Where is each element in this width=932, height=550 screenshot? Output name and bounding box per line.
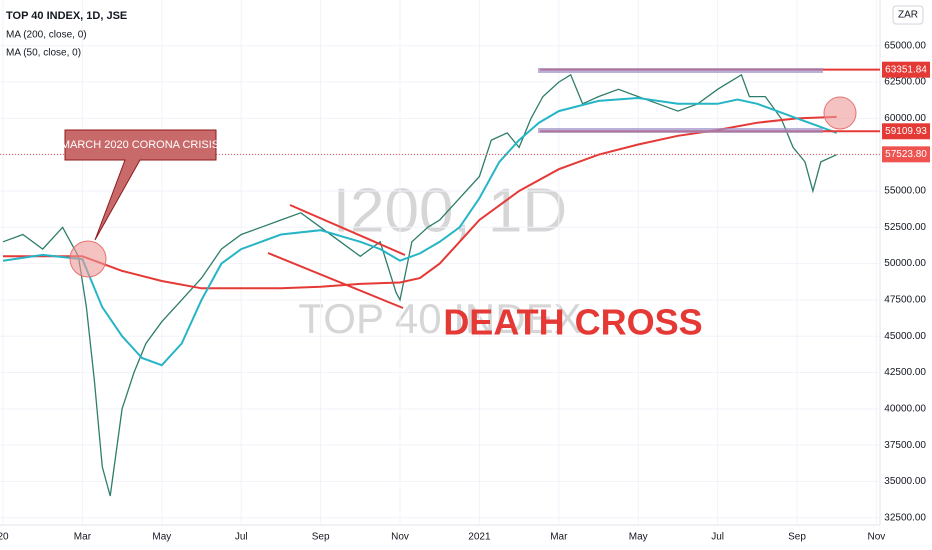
- range-box: [538, 128, 823, 133]
- y-tick-label: 52500.00: [884, 222, 926, 233]
- x-tick-label: Sep: [788, 532, 806, 543]
- y-tick-label: 37500.00: [884, 440, 926, 451]
- price-tag: [882, 61, 930, 78]
- y-tick-label: 62500.00: [884, 77, 926, 88]
- y-tick-label: 40000.00: [884, 403, 926, 414]
- y-tick-label: 55000.00: [884, 186, 926, 197]
- x-tick-label: Nov: [868, 532, 886, 543]
- currency-badge: [892, 5, 924, 25]
- y-tick-label: 35000.00: [884, 476, 926, 487]
- price-tag: [882, 123, 930, 140]
- y-tick-label: 65000.00: [884, 40, 926, 51]
- callout: [64, 129, 217, 241]
- chart-title: TOP 40 INDEX, 1D, JSE: [6, 10, 127, 22]
- callout-text: MARCH 2020 CORONA CRISIS: [61, 139, 219, 151]
- y-tick-label: 32500.00: [884, 512, 926, 523]
- legend-entry: MA (200, close, 0): [6, 30, 87, 41]
- price-tag-label: 59109.93: [885, 126, 927, 137]
- trend-line: [289, 204, 406, 256]
- x-tick-label: Mar: [550, 532, 568, 543]
- series-line: [2, 73, 837, 497]
- plot: [0, 0, 880, 525]
- trend-line: [267, 252, 404, 309]
- highlight-circle: [823, 96, 857, 130]
- price-tag-label: 57523.80: [885, 149, 927, 160]
- price-tag-label: 63351.84: [885, 64, 927, 75]
- price-tag: [882, 146, 930, 163]
- x-tick-label: May: [629, 532, 648, 543]
- highlight-circle: [69, 240, 107, 278]
- y-tick-label: 60000.00: [884, 113, 926, 124]
- series-line: [3, 115, 837, 290]
- watermark: TOP 40 INDEX: [298, 295, 581, 342]
- y-tick-label: 50000.00: [884, 258, 926, 269]
- series-line: [2, 96, 838, 367]
- x-tick-label: Jul: [235, 532, 248, 543]
- y-tick-label: 42500.00: [884, 367, 926, 378]
- annotation: DEATH CROSS: [443, 302, 702, 343]
- x-tick-label: Sep: [312, 532, 330, 543]
- y-tick-label: 47500.00: [884, 295, 926, 306]
- x-tick-label: 2021: [468, 532, 491, 543]
- x-tick-label: Mar: [74, 532, 92, 543]
- x-tick-label: Jul: [711, 532, 724, 543]
- y-tick-label: 45000.00: [884, 331, 926, 342]
- x-tick-label: Nov: [391, 532, 409, 543]
- legend-entry: MA (50, close, 0): [6, 48, 81, 59]
- x-tick-label: 20: [0, 532, 9, 543]
- x-tick-label: May: [152, 532, 171, 543]
- range-box: [538, 68, 823, 73]
- currency: ZAR: [898, 10, 918, 21]
